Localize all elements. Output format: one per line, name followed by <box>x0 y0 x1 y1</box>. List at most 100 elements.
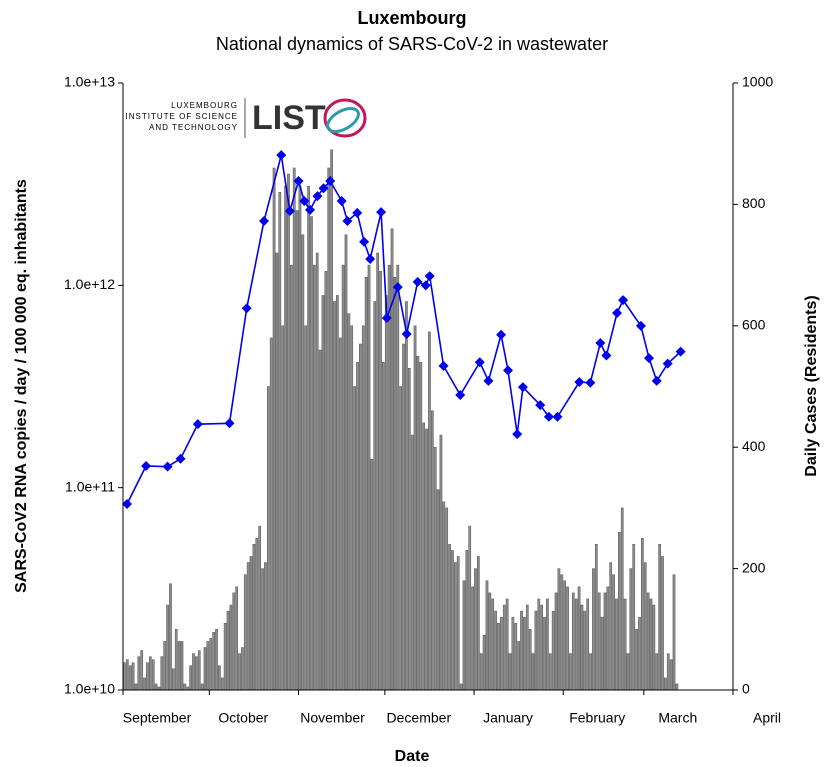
bar <box>537 598 541 691</box>
x-tick-label: April <box>753 710 781 726</box>
bar <box>592 568 595 691</box>
bar <box>396 264 400 691</box>
x-tick-label: February <box>569 710 625 726</box>
bar <box>232 592 236 691</box>
bar <box>436 489 440 691</box>
bar <box>364 276 368 691</box>
bar <box>462 580 466 691</box>
bar <box>626 653 630 691</box>
bar <box>514 622 518 691</box>
bar <box>422 422 426 691</box>
bar <box>353 386 356 691</box>
chart-title: Luxembourg <box>357 8 466 28</box>
bar <box>307 185 310 691</box>
bar <box>367 264 371 691</box>
bar <box>428 331 431 691</box>
marker <box>325 175 336 186</box>
bar <box>376 252 379 691</box>
bar <box>439 434 443 691</box>
bar <box>525 604 529 691</box>
bar <box>255 538 259 691</box>
marker <box>299 196 310 207</box>
bar <box>246 562 250 691</box>
marker <box>455 390 466 401</box>
bar <box>356 361 359 691</box>
bar <box>577 586 581 691</box>
bar <box>606 586 610 691</box>
bar <box>477 556 480 691</box>
bar <box>148 656 152 691</box>
marker <box>552 411 563 422</box>
marker <box>141 460 152 471</box>
bar <box>172 668 175 691</box>
marker <box>352 207 363 218</box>
bar <box>284 185 287 691</box>
bar <box>241 647 244 691</box>
bar <box>658 544 661 691</box>
bar <box>531 653 535 691</box>
bar <box>344 234 348 691</box>
marker <box>424 271 435 282</box>
marker <box>381 312 392 323</box>
bar <box>583 610 587 691</box>
bar <box>666 653 670 691</box>
bar <box>387 264 391 691</box>
y2-tick-label: 800 <box>742 195 766 211</box>
bar <box>261 568 264 691</box>
bar <box>206 641 210 691</box>
bar <box>485 580 489 691</box>
marker <box>535 400 546 411</box>
bar <box>646 592 650 691</box>
bar <box>402 343 405 691</box>
bar <box>491 598 495 691</box>
bar <box>203 647 207 691</box>
bar <box>379 270 382 691</box>
bar <box>264 562 267 691</box>
bar <box>235 586 238 691</box>
chart-subtitle: National dynamics of SARS-CoV-2 in waste… <box>216 34 608 54</box>
bar <box>313 264 316 691</box>
bar <box>589 653 592 691</box>
bar <box>382 361 385 691</box>
y-tick-label: 1.0e+10 <box>64 681 115 697</box>
bar <box>310 216 313 691</box>
marker <box>284 206 295 217</box>
bar <box>226 610 230 691</box>
logo-name: LIST <box>252 99 326 137</box>
bar <box>272 167 276 691</box>
bar <box>137 656 141 691</box>
bar <box>649 598 653 691</box>
bar <box>146 662 149 691</box>
bar <box>540 604 543 691</box>
bar <box>580 604 584 691</box>
bar <box>238 653 241 691</box>
marker <box>512 429 523 440</box>
bar <box>502 604 506 691</box>
bar <box>560 574 564 691</box>
y-tick-label: 1.0e+11 <box>65 478 115 494</box>
y2-tick-label: 200 <box>742 559 766 575</box>
marker <box>601 350 612 361</box>
bar <box>281 325 285 691</box>
marker <box>574 376 585 387</box>
bar <box>128 665 132 691</box>
bar <box>543 616 546 691</box>
marker <box>543 411 554 422</box>
bar <box>508 653 512 691</box>
bar <box>442 501 446 691</box>
bar <box>675 683 679 691</box>
bar <box>330 149 333 691</box>
x-tick-label: September <box>123 710 192 726</box>
bar <box>361 325 365 691</box>
marker <box>595 337 606 348</box>
bar <box>341 264 345 691</box>
bar <box>399 386 403 691</box>
bar <box>197 650 201 691</box>
bar <box>249 556 253 691</box>
bar <box>569 653 572 691</box>
bar <box>664 677 667 691</box>
bar <box>304 325 308 691</box>
bar <box>347 313 351 691</box>
marker <box>162 461 173 472</box>
bar <box>453 562 457 691</box>
